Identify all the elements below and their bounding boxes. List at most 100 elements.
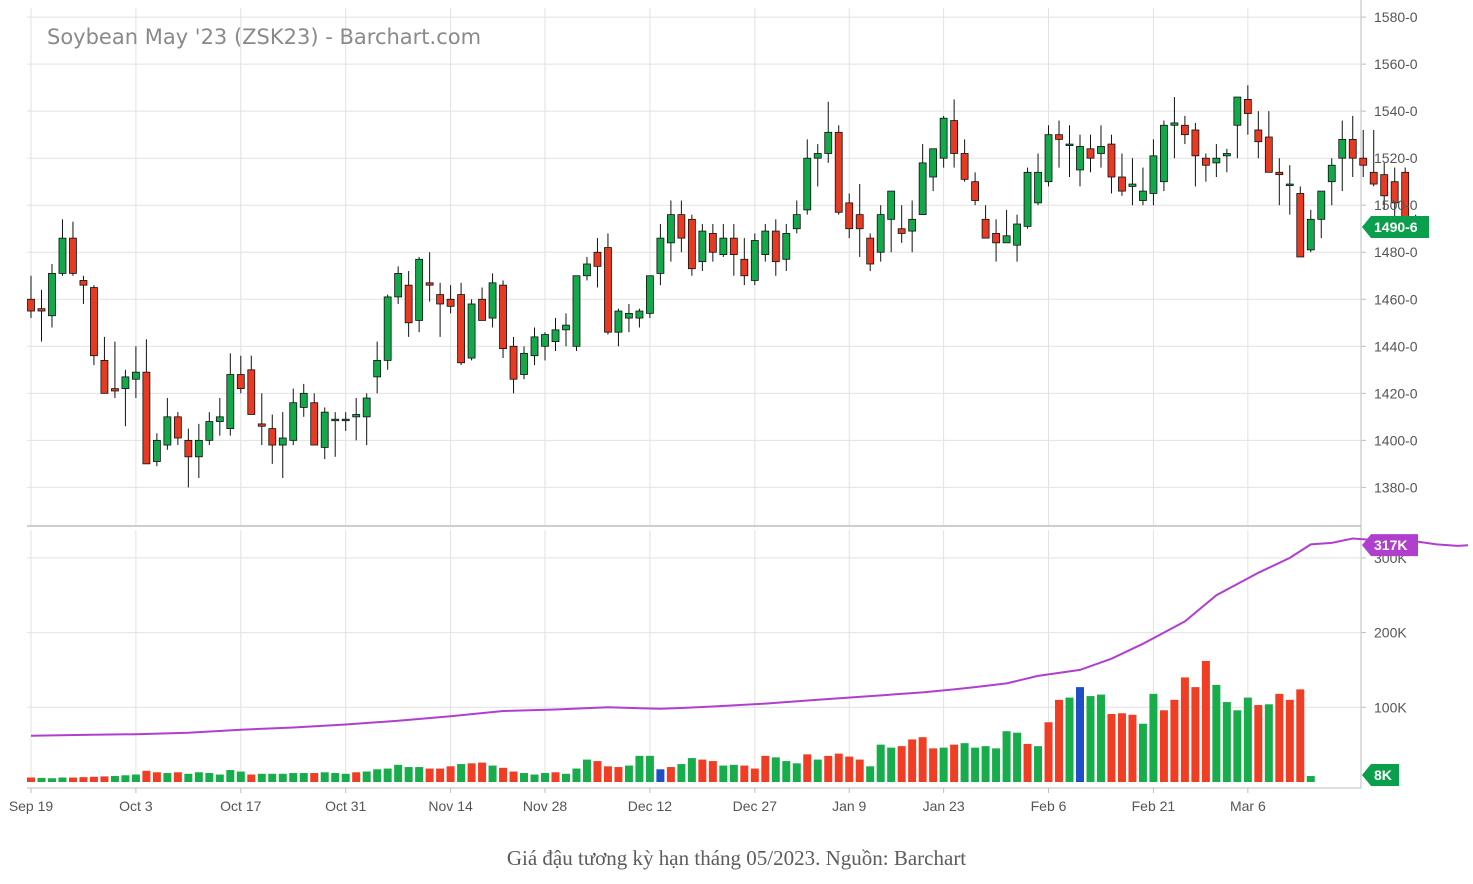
volume-bar	[719, 765, 728, 782]
volume-bar	[656, 769, 665, 782]
volume-bar	[1086, 696, 1095, 782]
candle	[1181, 115, 1189, 145]
candle	[467, 299, 476, 361]
candle-body	[299, 392, 308, 408]
candle-body	[1243, 99, 1252, 114]
volume-bar	[331, 773, 340, 782]
candle	[1170, 97, 1179, 159]
candle-body	[530, 336, 539, 357]
volume-bar	[488, 765, 497, 782]
volume-bar	[1306, 776, 1315, 782]
date-tick-label: Feb 21	[1132, 798, 1176, 814]
volume-bar	[761, 755, 770, 782]
candle-body	[499, 284, 507, 350]
volume-bar	[299, 773, 308, 782]
candle-body	[1023, 171, 1032, 227]
candle	[299, 383, 308, 417]
candle	[1254, 111, 1263, 159]
candle-body	[1034, 171, 1042, 204]
candle	[1139, 167, 1147, 206]
candle-body	[278, 437, 287, 446]
candle	[1317, 190, 1326, 239]
date-tick-label: Jan 9	[832, 798, 866, 814]
candle	[551, 318, 560, 351]
candle	[215, 398, 224, 436]
candle-body	[625, 312, 633, 319]
candle-body	[352, 414, 361, 418]
candle	[1222, 148, 1231, 173]
volume-bar	[436, 768, 445, 782]
candle	[834, 125, 843, 215]
volume-bar	[373, 769, 382, 782]
volume-bar	[645, 755, 654, 782]
date-tick-label: Jan 23	[923, 798, 965, 814]
candle	[541, 332, 549, 361]
candle	[289, 388, 298, 446]
candle	[992, 219, 1000, 262]
volume-bar	[131, 774, 140, 782]
candle-body	[855, 214, 864, 230]
candle	[803, 139, 812, 215]
candle-body	[509, 345, 518, 380]
candle-body	[698, 230, 707, 263]
candle	[593, 238, 602, 288]
volume-bar	[834, 753, 843, 782]
candle-body	[677, 214, 686, 239]
volume-bar	[551, 772, 560, 782]
volume-bar	[677, 764, 686, 782]
volume-bar	[215, 774, 224, 782]
candle-body	[90, 287, 98, 357]
candle	[90, 285, 98, 366]
candle	[257, 393, 266, 446]
candle-body	[1317, 190, 1326, 220]
volume-bar	[960, 743, 969, 782]
candle	[1044, 125, 1053, 187]
candle-body	[362, 397, 371, 418]
volume-bar	[68, 777, 77, 782]
candle	[729, 224, 738, 276]
volume-bar	[582, 759, 591, 782]
candle-body	[971, 181, 979, 201]
candle-body	[1139, 190, 1147, 201]
candle-body	[981, 218, 990, 239]
candle-body	[1296, 193, 1305, 258]
candle	[845, 193, 854, 239]
candle	[918, 144, 927, 216]
candle	[27, 275, 35, 319]
candle	[1306, 209, 1315, 253]
candle-body	[1390, 181, 1399, 204]
volume-bar	[1002, 731, 1011, 782]
candle-body	[404, 284, 413, 324]
candle-body	[950, 120, 959, 154]
candle	[698, 224, 707, 272]
candle-body	[1254, 129, 1263, 143]
candle-body	[771, 230, 780, 263]
candle	[425, 252, 434, 302]
candle	[79, 275, 88, 304]
candle	[247, 355, 256, 415]
date-tick-label: Oct 17	[220, 798, 261, 814]
volume-bar	[47, 778, 56, 782]
candle	[960, 139, 969, 182]
candle	[1348, 115, 1357, 177]
candle-body	[1327, 164, 1336, 183]
candle-body	[383, 296, 392, 361]
date-tick-label: Sep 19	[9, 798, 54, 814]
candle-body	[1128, 183, 1137, 187]
open-interest-tag: 317K	[1362, 534, 1418, 557]
candle-body	[1055, 134, 1063, 140]
candle-body	[48, 273, 56, 317]
candle-body	[467, 303, 476, 359]
candle	[719, 224, 728, 257]
candle	[404, 271, 413, 337]
volume-bar	[121, 775, 130, 782]
candle	[152, 433, 161, 467]
candle-body	[761, 230, 770, 255]
volume-series	[27, 660, 1315, 782]
candle	[1191, 122, 1200, 187]
volume-bar	[320, 772, 329, 782]
volume-bar	[205, 773, 214, 782]
volume-bar	[163, 773, 172, 782]
volume-tick-label: 100K	[1374, 699, 1407, 715]
candle-body	[236, 374, 245, 390]
